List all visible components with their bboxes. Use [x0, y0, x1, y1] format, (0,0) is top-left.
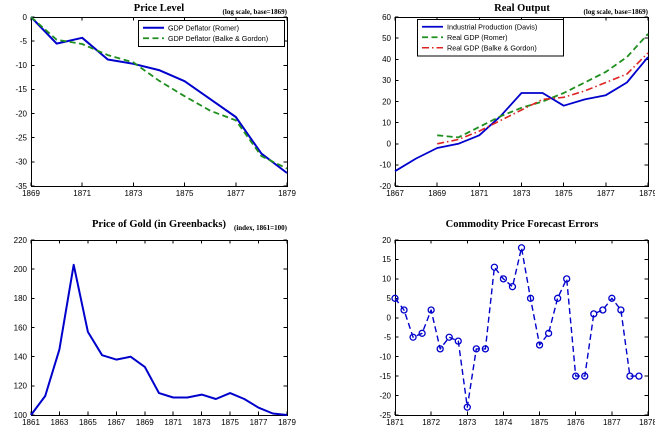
svg-text:60: 60 — [382, 13, 391, 22]
svg-text:1873: 1873 — [125, 189, 143, 198]
svg-text:1877: 1877 — [603, 418, 621, 427]
svg-text:0: 0 — [387, 140, 392, 149]
svg-text:20: 20 — [382, 97, 391, 106]
svg-text:-15: -15 — [379, 372, 391, 381]
svg-text:-20: -20 — [379, 182, 391, 191]
svg-text:-25: -25 — [379, 411, 391, 420]
price-level-title: Price Level — [133, 3, 185, 14]
svg-text:15: 15 — [382, 255, 391, 264]
svg-text:1878: 1878 — [639, 418, 655, 427]
price-level-note: (log scale, base=1869) — [222, 8, 287, 16]
svg-text:1877: 1877 — [597, 189, 615, 198]
price-of-gold-plot: 1861 1863 1865 1867 1869 1871 1873 1875 1877 1879… — [14, 236, 297, 427]
price-of-gold-note: (index, 1861=100) — [234, 224, 287, 232]
svg-text:1869: 1869 — [22, 189, 40, 198]
svg-text:-20: -20 — [15, 109, 27, 118]
svg-text:Industrial Production (Davis): Industrial Production (Davis) — [447, 22, 537, 31]
svg-text:-35: -35 — [15, 182, 27, 191]
svg-text:120: 120 — [14, 382, 28, 391]
svg-text:1873: 1873 — [458, 418, 476, 427]
svg-text:Real GDP (Balke & Gordon): Real GDP (Balke & Gordon) — [447, 43, 537, 52]
svg-text:1865: 1865 — [79, 418, 97, 427]
svg-text:140: 140 — [14, 352, 28, 361]
svg-text:1876: 1876 — [567, 418, 585, 427]
svg-text:160: 160 — [14, 323, 28, 332]
price-level-plot: 1869 1871 1873 1875 1877 1879 0 -5 -10 -15 -20 -25 -… — [15, 13, 296, 198]
svg-text:-10: -10 — [379, 352, 391, 361]
svg-text:180: 180 — [14, 294, 28, 303]
svg-text:10: 10 — [382, 118, 391, 127]
svg-text:1877: 1877 — [227, 189, 245, 198]
svg-text:GDP Deflator (Balke & Gordon): GDP Deflator (Balke & Gordon) — [168, 34, 268, 43]
svg-text:100: 100 — [14, 411, 28, 420]
svg-text:1874: 1874 — [495, 418, 513, 427]
real-output-plot: 1867 1869 1871 1873 1875 1877 1879 -20 -10 0 10 20 3… — [379, 13, 655, 198]
price-of-gold-title: Price of Gold (in Greenbacks) — [92, 219, 226, 230]
svg-text:1869: 1869 — [136, 418, 154, 427]
svg-text:0: 0 — [387, 314, 392, 323]
svg-text:1867: 1867 — [107, 418, 125, 427]
svg-text:1875: 1875 — [176, 189, 194, 198]
svg-text:1871: 1871 — [470, 189, 488, 198]
svg-text:-30: -30 — [15, 158, 27, 167]
svg-text:1867: 1867 — [386, 189, 404, 198]
svg-text:1875: 1875 — [555, 189, 573, 198]
svg-text:1879: 1879 — [278, 418, 296, 427]
commodity-errors-plot: 1871 1872 1873 1874 1875 1876 1877 1878 -25 -20 -1… — [379, 236, 655, 427]
svg-text:0: 0 — [23, 13, 28, 22]
svg-text:1873: 1873 — [193, 418, 211, 427]
svg-text:30: 30 — [382, 76, 391, 85]
svg-text:10: 10 — [382, 275, 391, 284]
svg-text:1875: 1875 — [221, 418, 239, 427]
svg-text:1877: 1877 — [250, 418, 268, 427]
svg-text:Real GDP (Romer): Real GDP (Romer) — [447, 33, 508, 42]
svg-text:5: 5 — [387, 294, 392, 303]
svg-text:-10: -10 — [379, 161, 391, 170]
svg-text:220: 220 — [14, 236, 28, 245]
commodity-errors-title: Commodity Price Forecast Errors — [445, 219, 599, 230]
svg-text:-5: -5 — [20, 37, 28, 46]
svg-text:1871: 1871 — [164, 418, 182, 427]
real-output-note: (log scale, base=1869) — [583, 8, 648, 16]
svg-text:1869: 1869 — [428, 189, 446, 198]
svg-text:1863: 1863 — [51, 418, 69, 427]
svg-text:1871: 1871 — [73, 189, 91, 198]
svg-text:-25: -25 — [15, 134, 27, 143]
svg-text:1861: 1861 — [22, 418, 40, 427]
svg-text:1879: 1879 — [639, 189, 655, 198]
svg-text:200: 200 — [14, 265, 28, 274]
svg-text:-10: -10 — [15, 61, 27, 70]
svg-text:1875: 1875 — [531, 418, 549, 427]
real-output-title: Real Output — [494, 3, 550, 14]
svg-text:-15: -15 — [15, 85, 27, 94]
svg-text:-5: -5 — [384, 333, 392, 342]
svg-text:-20: -20 — [379, 391, 391, 400]
svg-text:1872: 1872 — [422, 418, 440, 427]
svg-text:GDP Deflator (Romer): GDP Deflator (Romer) — [168, 23, 239, 32]
svg-text:20: 20 — [382, 236, 391, 245]
svg-text:50: 50 — [382, 34, 391, 43]
svg-text:1873: 1873 — [513, 189, 531, 198]
svg-text:40: 40 — [382, 55, 391, 64]
svg-text:1879: 1879 — [278, 189, 296, 198]
svg-text:1871: 1871 — [386, 418, 404, 427]
